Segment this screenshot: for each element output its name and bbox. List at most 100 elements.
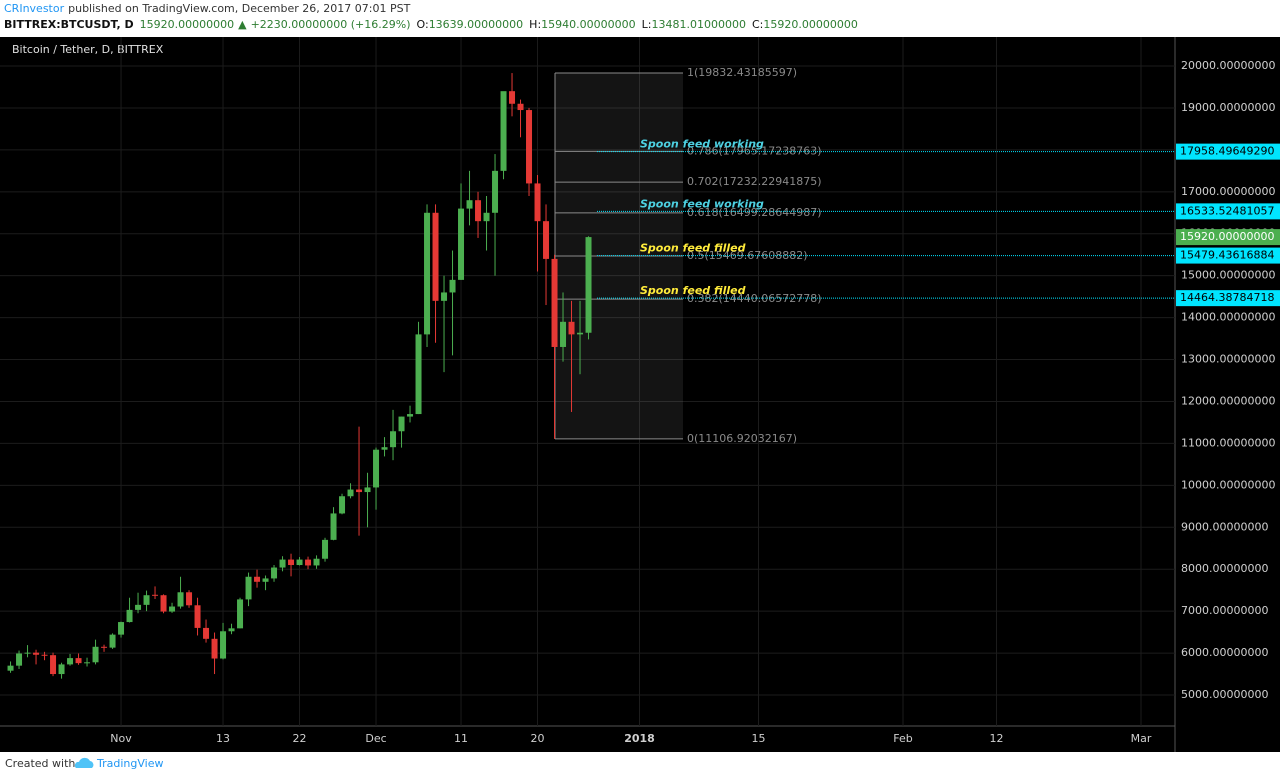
candle-body [424, 212, 431, 335]
x-tick-label: 2018 [624, 732, 655, 745]
ohlc-value: 13639.00000000 [429, 18, 523, 31]
candle-body [568, 321, 575, 335]
candle-body [58, 664, 65, 675]
y-tick-label: 8000.00000000 [1181, 562, 1268, 575]
change: +2230.00000000 (+16.29%) [251, 18, 411, 31]
header-bar [0, 0, 1280, 37]
candle-body [75, 658, 82, 664]
ohlc-value: 15920.00000000 [763, 18, 857, 31]
y-tick-label: 19000.00000000 [1181, 101, 1275, 114]
fib-label: 0.618(16499.28644987) [687, 206, 822, 219]
footer-created: Created with [5, 757, 75, 770]
ohlc-value: 15940.00000000 [541, 18, 635, 31]
footer-brand[interactable]: TradingView [96, 757, 163, 770]
candle-body [500, 91, 507, 171]
candle-body [169, 606, 176, 612]
candle-body [101, 646, 108, 648]
annotation: Spoon feed working [640, 138, 764, 151]
y-tick-label: 10000.00000000 [1181, 478, 1275, 491]
fib-label: 0.786(17965.17238763) [687, 144, 822, 157]
x-tick-label: Feb [893, 732, 912, 745]
arrow: ▲ [238, 18, 247, 31]
price-label: 17958.49649290 [1180, 145, 1274, 158]
author-link[interactable]: CRInvestor [4, 2, 65, 15]
candle-body [262, 578, 269, 582]
candle-body [364, 487, 371, 493]
candle-body [330, 513, 337, 540]
candle-body [288, 559, 295, 566]
price-label: 15479.43616884 [1180, 249, 1274, 262]
candle-body [24, 652, 31, 654]
candle-body [177, 592, 184, 607]
candle-body [67, 658, 74, 665]
candle-body [458, 208, 465, 280]
candle-body [356, 489, 363, 493]
candle-body [509, 91, 516, 104]
fib-label: 1(19832.43185597) [687, 66, 797, 79]
annotation: Spoon feed working [640, 197, 764, 210]
ohlc-label: L: [642, 18, 652, 31]
candle-body [50, 655, 57, 675]
candle-body [254, 576, 261, 582]
y-tick-label: 17000.00000000 [1181, 185, 1275, 198]
candle-body [432, 212, 439, 301]
price-label: 14464.38784718 [1180, 291, 1274, 304]
header-line: CRInvestor published on TradingView.com, … [4, 2, 411, 15]
candle-body [203, 627, 210, 639]
y-tick-label: 6000.00000000 [1181, 646, 1268, 659]
candle-body [407, 414, 414, 417]
candle-body [16, 653, 23, 666]
candle-body [475, 200, 482, 222]
last-price-box [1176, 229, 1280, 246]
candle-body [135, 604, 142, 610]
candle-body [483, 212, 490, 222]
candle-body [152, 594, 159, 596]
candle-body [415, 334, 422, 415]
price-label-box [1176, 247, 1280, 264]
candle-body [228, 628, 235, 632]
y-tick-label: 12000.00000000 [1181, 394, 1275, 407]
ohlc-value: 13481.01000000 [651, 18, 745, 31]
candle-body [92, 646, 99, 663]
candle-body [186, 592, 193, 606]
candle-body [339, 496, 346, 514]
chart-title: Bitcoin / Tether, D, BITTREX [12, 43, 164, 56]
y-tick-label: 14000.00000000 [1181, 311, 1275, 324]
ohlc-label: O: [417, 18, 429, 31]
footer-bar [0, 752, 1280, 778]
candle-body [220, 631, 227, 659]
candle-body [373, 449, 380, 488]
candle-body [279, 559, 286, 568]
x-tick-label: 13 [216, 732, 230, 745]
candle-body [381, 447, 388, 450]
annotation: Spoon feed filled [640, 242, 746, 255]
candle-body [313, 558, 320, 566]
price-label-box [1176, 143, 1280, 160]
candle-body [126, 609, 133, 623]
published: published on TradingView.com, December 2… [68, 2, 410, 15]
candle-body [534, 183, 541, 222]
candle-body [118, 622, 125, 635]
y-tick-label: 13000.00000000 [1181, 353, 1275, 366]
candle-body [237, 599, 244, 629]
x-tick-label: Nov [110, 732, 132, 745]
candle-body [245, 576, 252, 600]
candle-body [347, 489, 354, 497]
candle-body [271, 567, 278, 579]
candle-body [322, 539, 329, 559]
candle-body [194, 605, 201, 628]
logo [74, 757, 94, 768]
x-tick-label: Dec [365, 732, 386, 745]
last-price-label: 15920.00000000 [1180, 230, 1274, 243]
y-tick-label: 15000.00000000 [1181, 269, 1275, 282]
candle-body [109, 634, 116, 648]
fib-label: 0.382(14440.06572778) [687, 292, 822, 305]
ohlc-label: C: [752, 18, 763, 31]
y-tick-label: 5000.00000000 [1181, 688, 1268, 701]
fib-label: 0(11106.92032167) [687, 432, 797, 445]
candle-body [466, 200, 473, 209]
candle-body [441, 292, 448, 301]
x-tick-label: 12 [990, 732, 1004, 745]
x-tick-label: 22 [293, 732, 307, 745]
